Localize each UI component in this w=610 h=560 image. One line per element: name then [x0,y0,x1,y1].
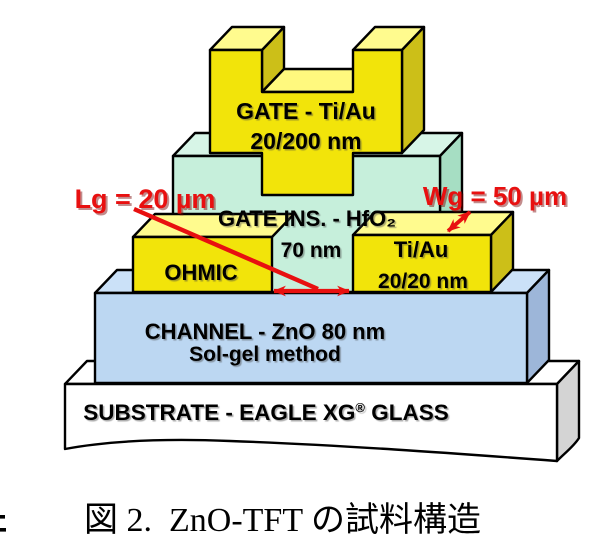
channel-label-line1: CHANNEL - ZnO 80 nm [145,319,385,344]
gate-front-face [208,48,404,197]
substrate-front-face [63,382,559,463]
gate-width-label: Wg = 50 µm [423,181,567,211]
clipped-text-fragment [0,515,6,532]
dimension-annotations: Lg = 20 µm Wg = 50 µm [75,181,567,297]
insulator-label-line2: 70 nm [281,239,342,262]
drain-label-line1: Ti/Au [394,237,449,262]
substrate-label: SUBSTRATE - EAGLE XG® GLASS [83,400,448,425]
ohmic-front-face [131,235,274,294]
figure-caption: 図 2. ZnO-TFT の試料構造 [84,501,481,539]
channel-label-line2: Sol-gel method [189,343,341,366]
ohmic-label: OHMIC [164,260,237,285]
gate-length-label: Lg = 20 µm [75,184,216,214]
ohmic-contact-block: OHMIC [131,212,296,294]
gate-label-line2: 20/200 nm [250,128,361,154]
gate-side-face [400,25,426,155]
gate-label-line1: GATE - Ti/Au [236,98,376,124]
drain-front-face [351,233,493,294]
registered-trademark-mark: ® [355,400,365,415]
substrate-label-suffix: GLASS [365,400,449,425]
insulator-label-line1: GATE INS. - HfO₂ [218,206,396,231]
gate-width-double-arrow [446,210,472,233]
drain-label-line2: 20/20 nm [378,270,468,293]
drain-contact-block: Ti/Au 20/20 nm [351,210,515,294]
gate-electrode-block: GATE - Ti/Au 20/200 nm [208,25,426,197]
gate-length-leader-line [133,206,319,292]
substrate-label-text: SUBSTRATE - EAGLE XG [83,400,355,425]
